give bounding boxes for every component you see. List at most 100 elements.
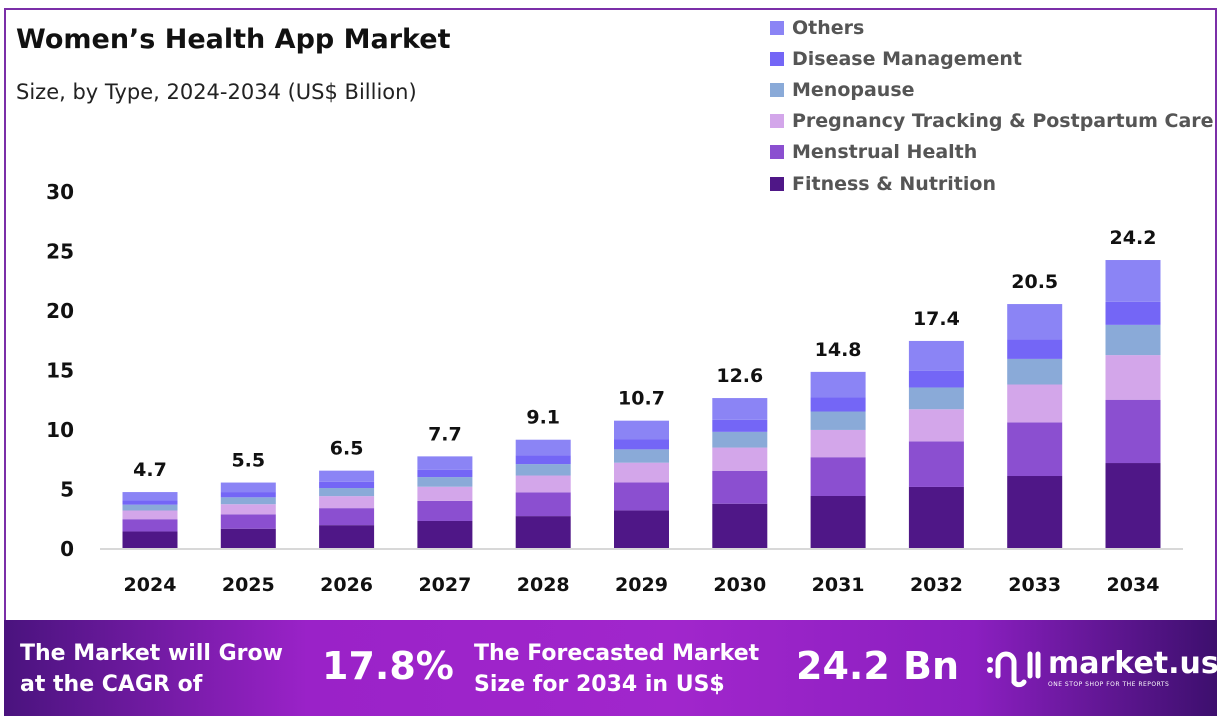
total-label: 24.2	[1110, 227, 1157, 249]
bar-segment	[810, 397, 866, 412]
bar-segment	[614, 420, 669, 440]
legend-swatch	[770, 114, 784, 129]
total-label: 6.5	[330, 438, 364, 460]
x-tick-label: 2027	[418, 574, 471, 596]
bar-segment	[908, 441, 964, 487]
logo-mark-icon	[987, 651, 1041, 688]
total-label: 20.5	[1011, 271, 1058, 293]
bar-segment	[319, 488, 375, 497]
bar-segment	[319, 481, 375, 489]
bar-segment	[810, 429, 866, 458]
forecast-value: 24.2 Bn	[796, 644, 960, 688]
legend-label: Menstrual Health	[792, 141, 978, 164]
bar-segment	[122, 531, 178, 548]
legend-item: Disease Management	[770, 43, 1214, 74]
total-label: 14.8	[815, 339, 862, 361]
cagr-label-line2: at the CAGR of	[20, 672, 203, 697]
bar-segment	[1007, 358, 1063, 385]
bar-segment	[220, 482, 276, 493]
bar-segment	[712, 431, 768, 448]
bar-segment	[1105, 260, 1161, 302]
bar-segment	[220, 492, 276, 498]
logo-tagline: ONE STOP SHOP FOR THE REPORTS	[1048, 681, 1170, 688]
legend-swatch	[770, 51, 784, 66]
x-tick-label: 2025	[222, 574, 275, 596]
legend-label: Pregnancy Tracking & Postpartum Care	[792, 110, 1214, 133]
bar-segment	[810, 411, 866, 430]
legend-label: Disease Management	[792, 47, 1022, 70]
bar-segment	[614, 510, 669, 548]
bar-segment	[1007, 339, 1063, 359]
logo-name: market.us	[1048, 646, 1219, 681]
bar-segment	[712, 419, 768, 432]
x-tick-label: 2034	[1107, 574, 1160, 596]
forecast-label-line2: Size for 2034 in US$	[474, 672, 725, 697]
bar-segment	[810, 371, 866, 398]
bar-segment	[122, 492, 178, 501]
bar-segment	[220, 514, 276, 529]
x-tick-label: 2028	[517, 574, 570, 596]
y-tick-label: 15	[46, 359, 74, 383]
cagr-value: 17.8%	[322, 644, 454, 688]
legend-label: Fitness & Nutrition	[792, 172, 996, 195]
bar-segment	[1007, 384, 1063, 423]
bar-segment	[417, 486, 473, 501]
stacked-bar-chart: 0510152025304.720245.520256.520267.72027…	[46, 180, 1183, 596]
bar-segment	[1007, 304, 1063, 340]
y-tick-label: 30	[46, 180, 74, 204]
y-tick-label: 10	[46, 418, 74, 442]
forecast-label-line1: The Forecasted Market	[474, 641, 760, 666]
bar-segment	[417, 456, 473, 470]
y-tick-label: 20	[46, 299, 74, 323]
x-tick-label: 2032	[910, 574, 963, 596]
total-label: 9.1	[526, 407, 560, 429]
legend-swatch	[770, 20, 784, 35]
bar-segment	[810, 457, 866, 496]
bar-segment	[712, 503, 768, 548]
legend-swatch	[770, 82, 784, 97]
legend-label: Menopause	[792, 78, 915, 101]
legend-item: Others	[770, 12, 1214, 43]
chart-subtitle: Size, by Type, 2024-2034 (US$ Billion)	[16, 80, 417, 104]
chart-title: Women’s Health App Market	[16, 24, 451, 55]
bar-segment	[908, 340, 964, 371]
bar-segment	[1007, 422, 1063, 477]
bar-segment	[908, 486, 964, 548]
legend-item: Pregnancy Tracking & Postpartum Care	[770, 106, 1214, 137]
bar-segment	[908, 387, 964, 410]
x-tick-label: 2024	[124, 574, 177, 596]
legend-swatch	[770, 145, 784, 160]
legend: Others Disease Management Menopause Pregnan…	[770, 12, 1214, 199]
total-label: 5.5	[231, 450, 265, 472]
bar-segment	[122, 500, 178, 505]
bar-segment	[614, 439, 669, 450]
bar-segment	[908, 370, 964, 388]
y-tick-label: 5	[60, 478, 74, 502]
x-tick-label: 2031	[812, 574, 865, 596]
total-label: 12.6	[716, 365, 763, 387]
cagr-label: The Market will Grow at the CAGR of	[20, 638, 283, 700]
bar-segment	[515, 464, 571, 476]
bar-segment	[220, 528, 276, 548]
legend-item: Menstrual Health	[770, 137, 1214, 168]
bar-segment	[515, 455, 571, 465]
bar-segment	[712, 398, 768, 420]
bar-segment	[515, 492, 571, 517]
total-label: 17.4	[913, 308, 960, 330]
total-label: 4.7	[133, 459, 167, 481]
legend-swatch	[770, 176, 784, 191]
bar-segment	[1105, 301, 1161, 325]
legend-label: Others	[792, 16, 865, 39]
x-tick-label: 2026	[320, 574, 373, 596]
legend-item: Menopause	[770, 74, 1214, 105]
bar-segment	[515, 475, 571, 493]
bar-segment	[319, 496, 375, 509]
bar-segment	[417, 520, 473, 548]
bar-segment	[319, 525, 375, 548]
bar-segment	[417, 477, 473, 487]
bar-segment	[417, 469, 473, 478]
x-tick-label: 2029	[615, 574, 668, 596]
bar-segment	[220, 497, 276, 505]
bar-segment	[417, 500, 473, 521]
bar-segment	[319, 508, 375, 526]
